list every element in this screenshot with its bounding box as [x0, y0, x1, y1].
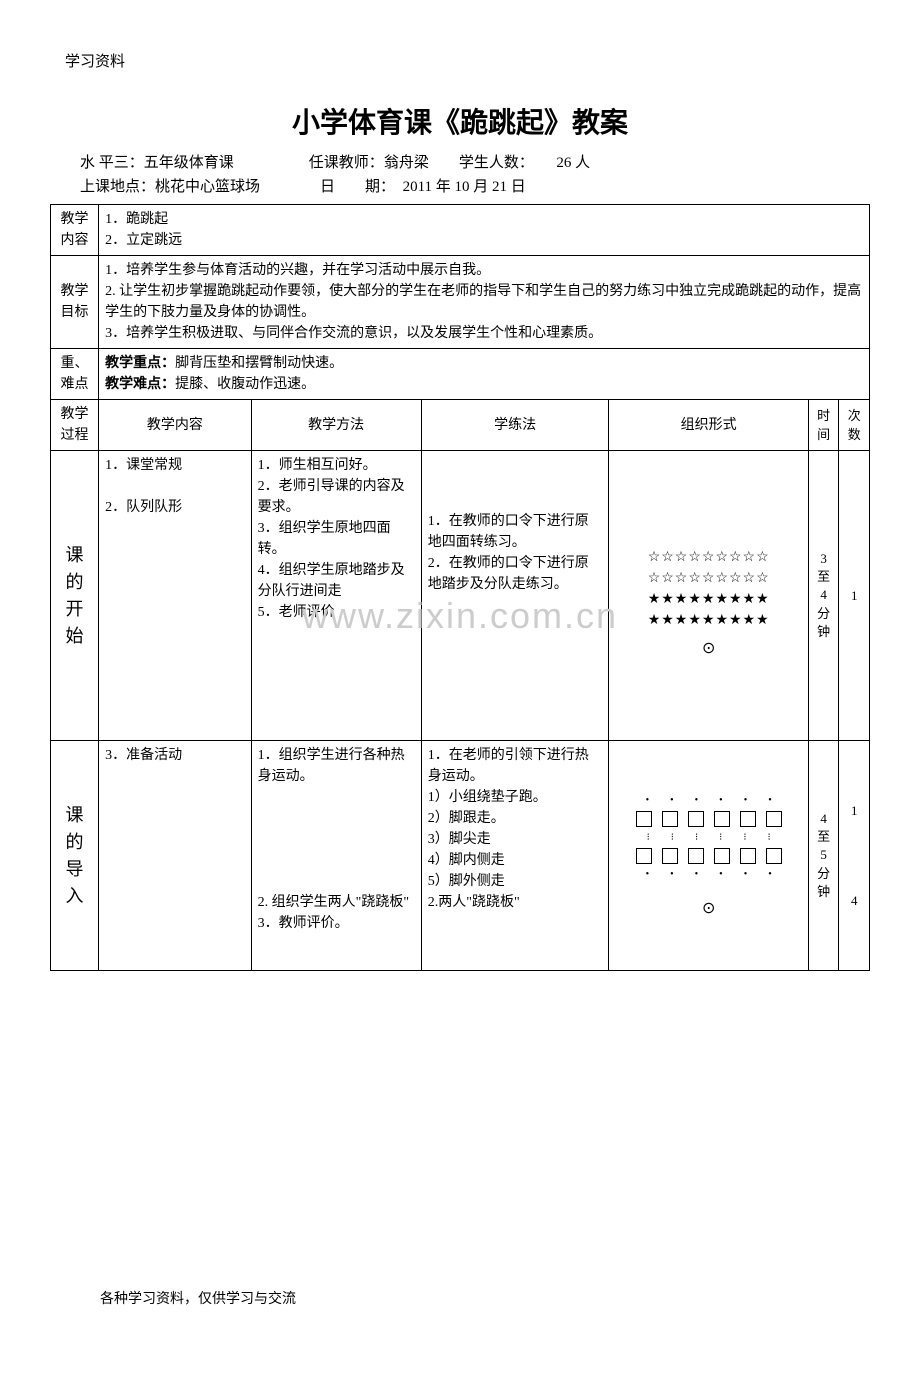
dot-row: •••••• — [636, 793, 782, 808]
table-row: 课的导入 3．准备活动 1．组织学生进行各种热身运动。 2. 组织学生两人"跷跷… — [51, 741, 870, 971]
keypoint-text: 提膝、收腹动作迅速。 — [175, 377, 315, 392]
dot-row: ⁝⁝⁝⁝⁝⁝ — [636, 830, 782, 845]
keypoint-cell: 教学重点：脚背压垫和摆臂制动快速。 教学难点：提膝、收腹动作迅速。 — [99, 349, 870, 400]
star-row: ★★★★★★★★★ — [615, 589, 801, 610]
meta-value: 26 人 — [556, 155, 590, 171]
phase-label: 课的开始 — [51, 451, 99, 741]
count-val: 4 — [845, 891, 863, 911]
lesson-table: 教学内容 1．跪跳起 2．立定跳远 教学目标 1．培养学生参与体育活动的兴趣，并… — [50, 204, 870, 971]
circle-icon: ⊙ — [615, 897, 801, 921]
star-row: ☆☆☆☆☆☆☆☆☆ — [615, 547, 801, 568]
time-cell: 3至4分钟 — [808, 451, 839, 741]
count-cell: 1 — [839, 451, 870, 741]
col-header: 教学过程 — [51, 400, 99, 451]
col-header: 次数 — [839, 400, 870, 451]
row-label: 教学目标 — [51, 256, 99, 349]
keypoint-text: 脚背压垫和摆臂制动快速。 — [175, 356, 343, 371]
meta-label: 日 期： — [320, 179, 388, 195]
formation-cell: ☆☆☆☆☆☆☆☆☆ ☆☆☆☆☆☆☆☆☆ ★★★★★★★★★ ★★★★★★★★★ … — [609, 451, 808, 741]
table-row: 重、难点 教学重点：脚背压垫和摆臂制动快速。 教学难点：提膝、收腹动作迅速。 — [51, 349, 870, 400]
content-cell: 3．准备活动 — [99, 741, 252, 971]
col-header: 教学内容 — [99, 400, 252, 451]
col-header: 教学方法 — [251, 400, 421, 451]
meta-label: 任课教师： — [309, 155, 384, 171]
count-cell: 1 4 — [839, 741, 870, 971]
col-header: 学练法 — [421, 400, 609, 451]
objective-cell: 1．培养学生参与体育活动的兴趣，并在学习活动中展示自我。 2. 让学生初步掌握跪… — [99, 256, 870, 349]
row-label: 重、难点 — [51, 349, 99, 400]
method-cell: 1．师生相互问好。 2．老师引导课的内容及要求。 3．组织学生原地四面转。 4．… — [251, 451, 421, 741]
practice-cell: 1．在教师的口令下进行原地四面转练习。 2．在教师的口令下进行原地踏步及分队走练… — [421, 451, 609, 741]
table-header-row: 教学过程 教学内容 教学方法 学练法 组织形式 时间 次数 — [51, 400, 870, 451]
dot-row: •••••• — [636, 867, 782, 882]
meta-line-2: 上课地点：桃花中心篮球场 日 期： 2011 年 10 月 21 日 — [80, 175, 870, 199]
formation-cell: •••••• ⁝⁝⁝⁝⁝⁝ •••••• ⊙ — [609, 741, 808, 971]
meta-label: 学生人数： — [459, 155, 527, 171]
keypoint-label: 教学重点： — [105, 356, 175, 371]
meta-line-1: 水 平三：五年级体育课 任课教师：翁舟梁 学生人数： 26 人 — [80, 151, 870, 175]
keypoint-label: 教学难点： — [105, 377, 175, 392]
practice-cell: 1．在老师的引领下进行热身运动。 1）小组绕垫子跑。 2）脚跟走。 3）脚尖走 … — [421, 741, 609, 971]
page-title: 小学体育课《跪跳起》教案 — [50, 101, 870, 141]
meta-label: 上课地点： — [80, 179, 155, 195]
phase-label: 课的导入 — [51, 741, 99, 971]
count-val: 1 — [845, 801, 863, 821]
meta-value: 五年级体育课 — [144, 155, 234, 171]
star-row: ★★★★★★★★★ — [615, 610, 801, 631]
table-row: 教学目标 1．培养学生参与体育活动的兴趣，并在学习活动中展示自我。 2. 让学生… — [51, 256, 870, 349]
table-row: 教学内容 1．跪跳起 2．立定跳远 — [51, 205, 870, 256]
header-text: 学习资料 — [65, 50, 870, 71]
content-cell: 1．跪跳起 2．立定跳远 — [99, 205, 870, 256]
meta-value: 翁舟梁 — [384, 155, 429, 171]
time-cell: 4至5分钟 — [808, 741, 839, 971]
row-label: 教学内容 — [51, 205, 99, 256]
meta-value: 2011 年 10 月 21 日 — [403, 179, 526, 195]
meta-label: 水 平三： — [80, 155, 144, 171]
method-cell: 1．组织学生进行各种热身运动。 2. 组织学生两人"跷跷板" 3．教师评价。 — [251, 741, 421, 971]
circle-icon: ⊙ — [615, 637, 801, 661]
col-header: 时间 — [808, 400, 839, 451]
star-row: ☆☆☆☆☆☆☆☆☆ — [615, 568, 801, 589]
meta-value: 桃花中心篮球场 — [155, 179, 260, 195]
table-row: 课的开始 1．课堂常规 2．队列队形 1．师生相互问好。 2．老师引导课的内容及… — [51, 451, 870, 741]
box-row — [636, 811, 782, 827]
box-row — [636, 848, 782, 864]
formation-diagram: •••••• ⁝⁝⁝⁝⁝⁝ •••••• — [636, 790, 782, 885]
col-header: 组织形式 — [609, 400, 808, 451]
content-cell: 1．课堂常规 2．队列队形 — [99, 451, 252, 741]
footer: 各种学习资料，仅供学习与交流 — [100, 1288, 296, 1308]
